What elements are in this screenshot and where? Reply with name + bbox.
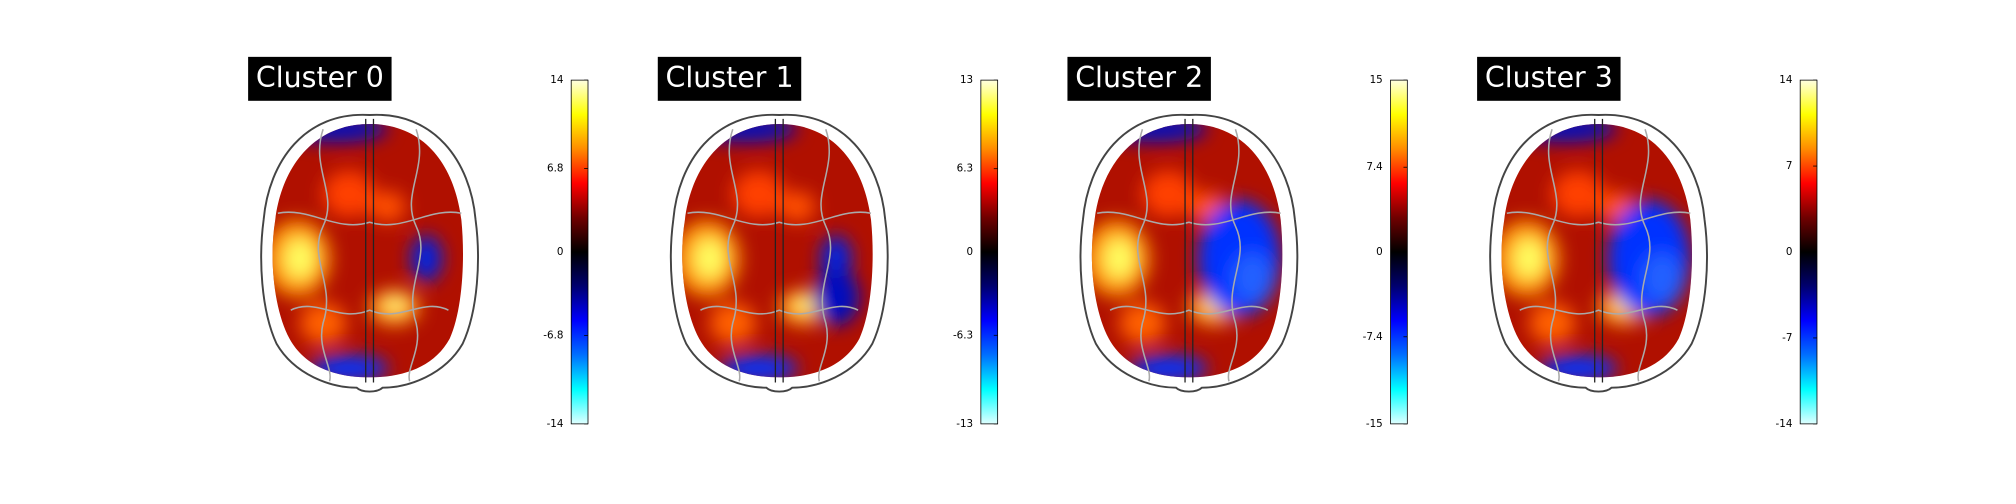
panel: Cluster 2 15 7.4 0 -7.4 -15	[1067, 56, 1408, 430]
colorbar-tick-label: -7	[1782, 332, 1792, 344]
title-box	[1477, 56, 1621, 101]
colorbar-tick-label: 7.4	[1366, 161, 1382, 173]
colorbar-tick-label: 13	[960, 74, 973, 86]
colorbar-tick-label: 6.3	[957, 163, 973, 175]
colorbar-tick-label: -7.4	[1363, 331, 1383, 343]
chart-title: Cluster 3	[1485, 61, 1613, 94]
brain-contours	[1506, 128, 1691, 382]
colorbar-tick-label: -15	[1366, 418, 1383, 430]
brain-activity	[682, 124, 873, 378]
brain-activity	[272, 124, 464, 378]
title-box	[657, 56, 802, 101]
colorbar-tick-label: 14	[1779, 74, 1792, 86]
brain-activity	[1501, 124, 1692, 378]
chart-title: Cluster 1	[666, 61, 794, 94]
colorbar-tick-label: 7	[1786, 160, 1793, 172]
brain-outline	[1489, 114, 1708, 393]
chart-title: Cluster 0	[256, 61, 384, 94]
brain-contours	[277, 128, 462, 382]
title-box	[248, 56, 392, 101]
chart-title: Cluster 2	[1075, 61, 1203, 94]
brain-contours	[687, 128, 872, 382]
colorbar-tick-label: -14	[547, 418, 564, 430]
colorbar-tick-label: 6.8	[547, 163, 563, 175]
title-box	[1067, 56, 1211, 101]
colorbar-tick-label: -6.3	[953, 329, 973, 341]
colorbar-tick-label: 14	[550, 74, 563, 86]
panel: Cluster 3 14 7 0 -7 -14	[1477, 56, 1818, 430]
colorbar-tick-label: 0	[557, 246, 564, 258]
colorbar-tick-label: 0	[1376, 246, 1383, 258]
colorbar-tick-label: -14	[1776, 418, 1793, 430]
brain-activity	[1091, 124, 1283, 378]
panel: Cluster 0 14 6.8 0 -6.8 -14	[248, 56, 589, 430]
colorbar-tick-label: 15	[1370, 74, 1383, 86]
colorbar-tick-label: 0	[1786, 246, 1793, 258]
brain-contours	[1097, 128, 1281, 382]
brain-outline	[669, 114, 889, 393]
brain-outline	[260, 114, 479, 393]
colorbar-tick-label: -6.8	[543, 329, 563, 341]
colorbar-tick-label: -13	[956, 418, 973, 430]
panel: Cluster 1 13 6.3 0 -6.3 -13	[657, 56, 999, 430]
brain-outline	[1079, 114, 1299, 393]
colorbar-tick-label: 0	[967, 246, 974, 258]
